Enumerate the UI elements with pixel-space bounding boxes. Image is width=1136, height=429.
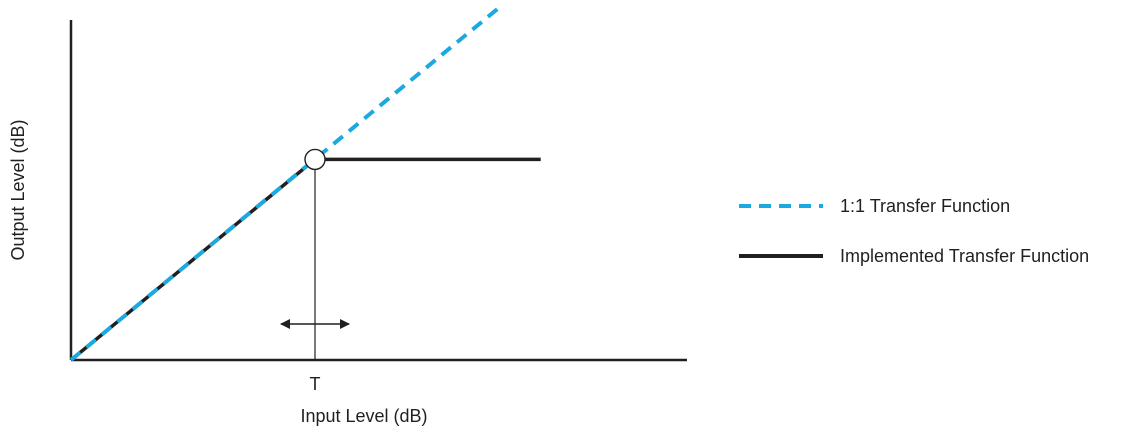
x-axis-label: Input Level (dB) [300, 406, 427, 426]
y-axis-label: Output Level (dB) [8, 119, 28, 260]
series-line-implemented [69, 157, 541, 362]
legend-label-1to1: 1:1 Transfer Function [840, 196, 1010, 216]
series-line-1to1 [69, 7, 500, 362]
legend-label-implemented: Implemented Transfer Function [840, 246, 1089, 266]
knee-marker [304, 148, 326, 171]
series-layer [69, 7, 541, 362]
x-tick-label: T [310, 374, 321, 394]
legend: 1:1 Transfer Function Implemented Transf… [739, 196, 1089, 266]
